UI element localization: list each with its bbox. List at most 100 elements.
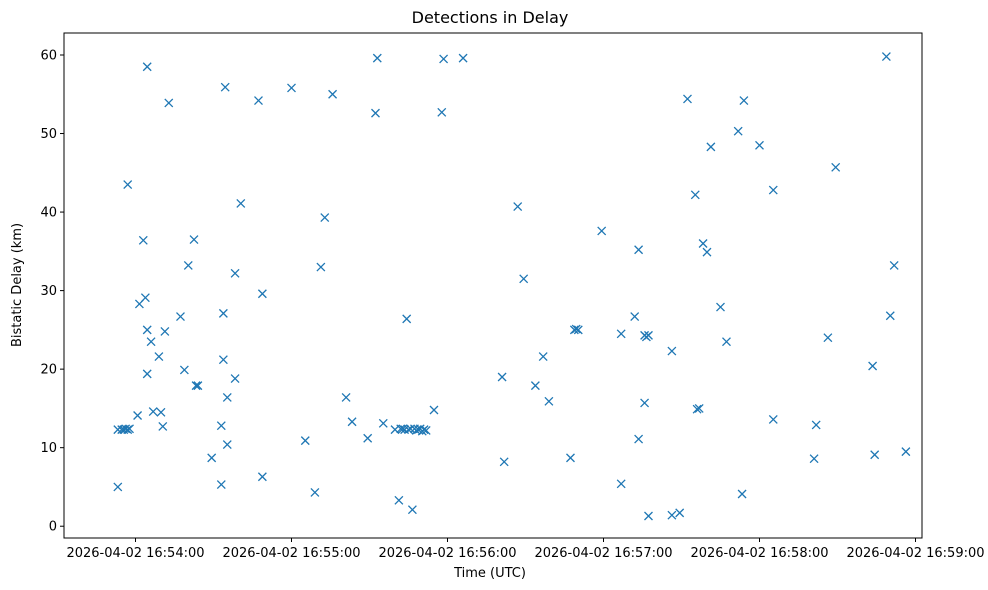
data-point bbox=[156, 407, 166, 417]
y-axis-label: Bistatic Delay (km) bbox=[10, 223, 25, 347]
data-point bbox=[160, 326, 170, 336]
x-tick-label: 2026-04-02 16:59:00 bbox=[846, 546, 984, 561]
data-point bbox=[768, 185, 778, 195]
data-point bbox=[530, 381, 540, 391]
data-point bbox=[692, 404, 702, 414]
data-point bbox=[868, 361, 878, 371]
chart-title: Detections in Delay bbox=[412, 8, 569, 27]
data-point bbox=[755, 140, 764, 150]
data-point bbox=[421, 425, 431, 435]
data-point bbox=[566, 453, 575, 463]
data-point bbox=[407, 505, 417, 515]
data-point bbox=[193, 381, 203, 391]
x-tick-label: 2026-04-02 16:58:00 bbox=[690, 546, 828, 561]
data-point bbox=[616, 329, 626, 339]
data-point bbox=[341, 392, 351, 402]
data-point bbox=[569, 325, 579, 335]
data-point bbox=[544, 396, 554, 406]
data-point bbox=[148, 407, 158, 417]
data-point bbox=[310, 487, 320, 497]
data-point bbox=[125, 424, 134, 434]
data-point bbox=[257, 289, 267, 299]
data-point bbox=[538, 352, 548, 362]
data-point bbox=[419, 425, 429, 435]
data-point bbox=[733, 126, 743, 136]
data-point bbox=[207, 453, 217, 463]
data-point bbox=[230, 268, 240, 278]
data-point bbox=[402, 314, 412, 324]
data-point bbox=[191, 381, 201, 391]
x-tick-label: 2026-04-02 16:57:00 bbox=[534, 546, 672, 561]
data-point bbox=[667, 346, 677, 356]
data-point bbox=[811, 420, 821, 430]
data-point bbox=[218, 355, 228, 365]
x-axis-label: Time (UTC) bbox=[453, 566, 526, 581]
data-point bbox=[142, 62, 152, 72]
data-point bbox=[218, 308, 228, 318]
data-point bbox=[406, 424, 416, 434]
data-point bbox=[142, 369, 152, 379]
data-point bbox=[571, 324, 581, 334]
y-tick-label: 40 bbox=[40, 206, 57, 221]
data-point bbox=[870, 450, 880, 460]
x-tick-label: 2026-04-02 16:54:00 bbox=[66, 546, 204, 561]
data-point bbox=[630, 312, 640, 321]
data-point bbox=[363, 433, 373, 443]
data-point bbox=[372, 53, 382, 63]
data-point bbox=[519, 274, 529, 284]
data-point bbox=[316, 262, 326, 272]
data-point bbox=[222, 392, 232, 402]
data-point bbox=[722, 337, 731, 347]
data-point bbox=[716, 302, 725, 312]
y-tick-label: 10 bbox=[40, 441, 57, 456]
data-point bbox=[889, 261, 899, 270]
data-point bbox=[113, 482, 123, 492]
marker-layer bbox=[113, 52, 911, 521]
data-point bbox=[439, 54, 449, 64]
data-point bbox=[497, 372, 507, 382]
data-point bbox=[146, 337, 156, 347]
data-point bbox=[216, 480, 226, 490]
data-point bbox=[694, 403, 704, 413]
data-point bbox=[320, 213, 330, 223]
data-point bbox=[683, 94, 692, 104]
data-point bbox=[885, 311, 895, 321]
data-point bbox=[513, 202, 523, 212]
data-point bbox=[706, 142, 716, 152]
y-axis: 0 10 20 30 40 50 60 bbox=[40, 48, 64, 535]
data-point bbox=[179, 365, 189, 375]
data-point bbox=[142, 325, 152, 335]
y-tick-label: 30 bbox=[40, 284, 57, 299]
data-point bbox=[236, 198, 246, 208]
data-point bbox=[371, 108, 380, 118]
data-point bbox=[768, 414, 778, 424]
data-point bbox=[881, 52, 891, 62]
x-axis: 2026-04-02 16:54:00 2026-04-02 16:55:00 20… bbox=[66, 538, 985, 561]
data-point bbox=[257, 472, 267, 482]
data-point bbox=[222, 440, 232, 449]
data-point bbox=[189, 235, 199, 245]
data-point bbox=[437, 107, 447, 117]
data-point bbox=[121, 424, 131, 434]
data-point bbox=[739, 96, 749, 106]
y-tick-label: 20 bbox=[40, 363, 57, 378]
y-tick-label: 50 bbox=[40, 127, 57, 142]
data-point bbox=[158, 422, 168, 431]
data-point bbox=[123, 180, 133, 190]
data-point bbox=[378, 418, 388, 428]
data-point bbox=[737, 489, 747, 499]
data-point bbox=[644, 511, 653, 521]
data-point bbox=[634, 245, 644, 255]
data-point bbox=[831, 162, 841, 172]
data-point bbox=[220, 82, 230, 92]
data-point bbox=[254, 96, 263, 106]
data-point bbox=[644, 330, 653, 340]
data-point bbox=[154, 352, 164, 362]
data-point bbox=[698, 239, 708, 248]
data-point bbox=[640, 398, 650, 408]
data-point bbox=[823, 333, 833, 343]
y-tick-label: 0 bbox=[49, 520, 57, 535]
data-point bbox=[429, 405, 439, 415]
